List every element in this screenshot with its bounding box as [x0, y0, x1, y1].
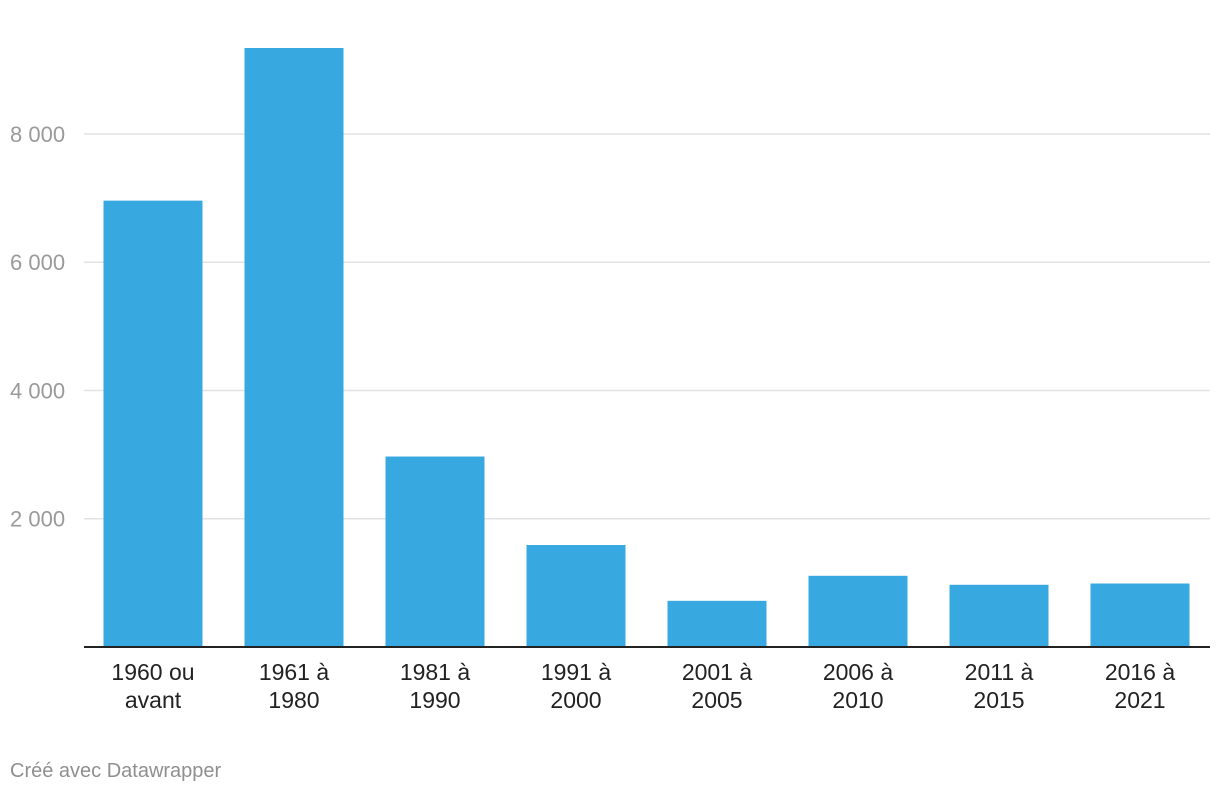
y-tick-label: 8 000: [10, 122, 65, 147]
x-category-label: 1991 à 2000: [541, 659, 612, 713]
y-tick-label: 6 000: [10, 250, 65, 275]
bar: [385, 456, 485, 647]
bar: [808, 575, 908, 647]
x-axis-category-labels: 1960 ou avant 1961 à 1980 1981 à 1990 1991 à 20…: [111, 659, 1175, 713]
x-category-label: 2016 à 2021: [1105, 659, 1176, 713]
bar: [1090, 583, 1190, 647]
x-category-label: 2011 à 2015: [965, 659, 1034, 713]
y-tick-label: 4 000: [10, 378, 65, 403]
bars: [103, 48, 1190, 647]
x-category-label: 2006 à 2010: [823, 659, 894, 713]
x-category-label: 1960 ou avant: [111, 659, 194, 713]
y-tick-label: 2 000: [10, 507, 65, 532]
bar: [244, 48, 344, 647]
credit-text: Créé avec Datawrapper: [10, 760, 222, 782]
bar: [949, 584, 1049, 647]
bar: [667, 600, 767, 647]
bar: [526, 545, 626, 647]
x-category-label: 1981 à 1990: [400, 659, 471, 713]
y-axis-tick-labels: 2 000 4 000 6 000 8 000: [10, 122, 65, 532]
x-category-label: 2001 à 2005: [682, 659, 753, 713]
x-category-label: 1961 à 1980: [259, 659, 330, 713]
bar: [103, 200, 203, 647]
